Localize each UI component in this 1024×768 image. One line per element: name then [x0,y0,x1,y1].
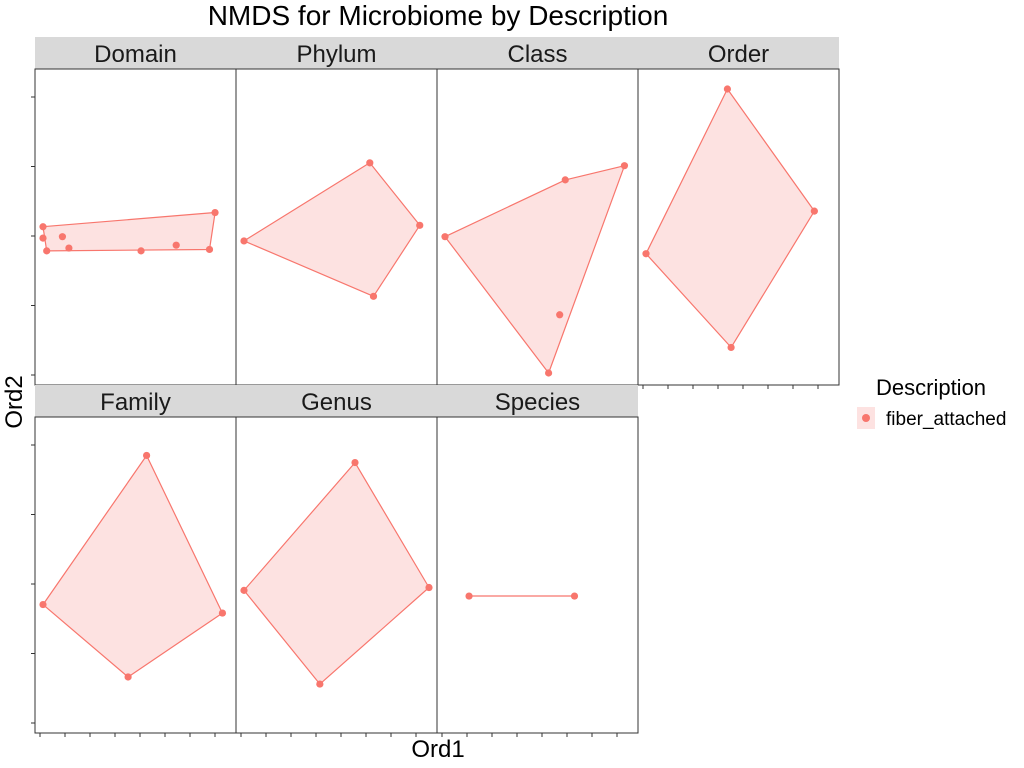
chart-title: NMDS for Microbiome by Description [208,0,669,31]
point-family-2 [143,451,151,460]
panel-species [436,416,639,734]
strip-family [35,385,236,417]
legend-title: Description [876,375,986,400]
legend: Description fiber_attached [857,375,1006,430]
strip-phylum [236,37,437,69]
point-phylum-3 [416,221,424,229]
strip-domain [35,37,236,69]
point-phylum-1 [240,237,248,245]
point-domain-7 [172,241,180,249]
point-genus-4 [316,680,324,688]
y-axis-title: Ord2 [1,375,28,428]
point-order-3 [810,207,818,215]
point-domain-9 [211,208,219,217]
strip-class [437,37,638,69]
point-domain-4 [43,247,51,255]
strip-label-species: Species [495,389,580,416]
point-order-2 [723,85,732,93]
legend-key-point [862,414,870,422]
point-class-1 [441,233,449,241]
point-domain-6 [137,247,145,255]
point-class-3 [620,162,629,170]
point-domain-1 [39,223,47,231]
point-genus-1 [240,586,248,594]
point-class-5 [545,369,553,377]
strip-label-domain: Domain [94,41,177,68]
strip-label-class: Class [507,41,567,68]
x-axis-title: Ord1 [411,736,464,763]
point-order-4 [727,343,735,352]
point-family-3 [218,609,227,617]
strip-order [638,37,839,69]
point-species-1 [465,592,473,600]
point-phylum-4 [369,292,378,300]
strip-label-genus: Genus [301,389,372,416]
point-family-1 [39,600,47,609]
point-order-1 [642,250,650,258]
point-domain-2 [39,234,47,242]
legend-label-fiber-attached: fiber_attached [886,409,1006,430]
point-genus-2 [351,458,359,467]
point-class-2 [561,176,569,184]
strip-label-family: Family [100,389,171,416]
strip-label-phylum: Phylum [296,41,376,68]
point-domain-5 [65,244,73,252]
strip-label-order: Order [708,41,769,68]
point-domain-3 [58,233,67,241]
point-domain-8 [205,245,214,254]
point-family-4 [124,673,132,681]
strip-genus [236,385,437,417]
point-genus-3 [425,583,433,592]
strip-species [437,385,638,417]
point-phylum-2 [366,159,374,167]
point-class-4 [556,311,564,319]
point-species-2 [570,592,579,600]
facet-panels: Domain Phylum Class Order Family Genus Species [31,37,840,737]
